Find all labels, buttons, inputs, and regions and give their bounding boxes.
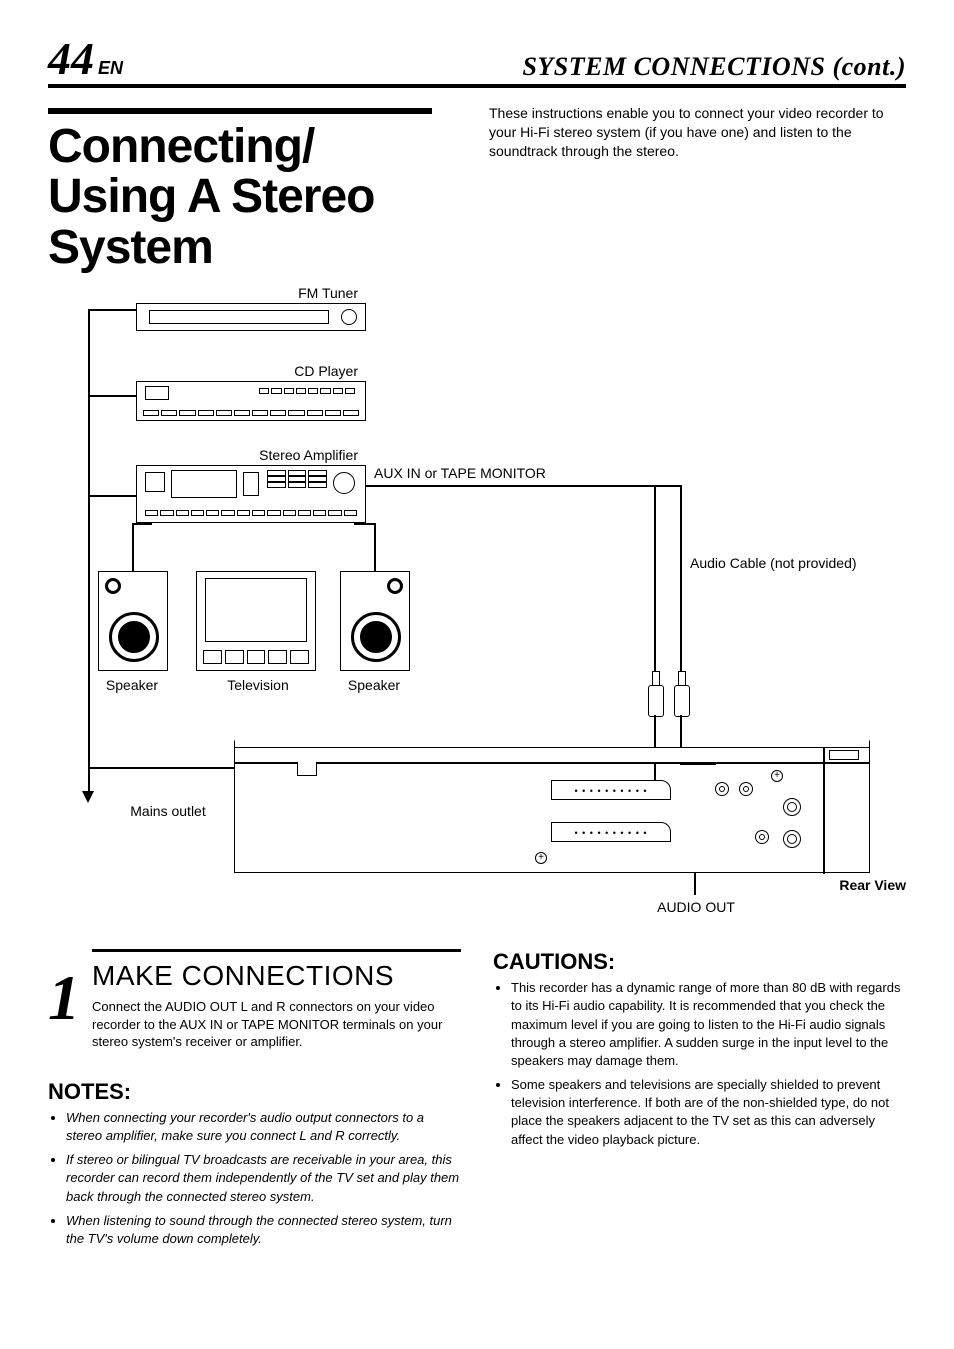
wire xyxy=(132,523,134,571)
wire xyxy=(88,309,138,311)
step-number: 1 xyxy=(48,969,80,1051)
cautions-heading: CAUTIONS: xyxy=(493,949,906,975)
col-right: CAUTIONS: This recorder has a dynamic ra… xyxy=(493,949,906,1254)
label-audio-out: AUDIO OUT xyxy=(636,899,756,915)
device-fm-tuner xyxy=(136,303,366,331)
main-title: Connecting/ Using A Stereo System xyxy=(48,122,465,273)
wire-aux xyxy=(366,485,656,487)
page-header: 44EN SYSTEM CONNECTIONS (cont.) xyxy=(48,36,906,88)
label-television: Television xyxy=(208,677,308,693)
section-title: SYSTEM CONNECTIONS (cont.) xyxy=(522,52,906,82)
title-rule xyxy=(48,108,432,114)
audio-out-jack-l xyxy=(715,782,729,796)
wire xyxy=(654,485,656,671)
wire xyxy=(354,523,374,525)
notes-item: When connecting your recorder's audio ou… xyxy=(66,1109,461,1145)
wire xyxy=(694,873,696,895)
label-stereo-amplifier: Stereo Amplifier xyxy=(228,447,358,463)
label-mains-outlet: Mains outlet xyxy=(108,803,228,819)
scart-2 xyxy=(551,822,671,842)
scart-1 xyxy=(551,780,671,800)
label-speaker-right: Speaker xyxy=(334,677,414,693)
notes-item: If stereo or bilingual TV broadcasts are… xyxy=(66,1151,461,1206)
rca-plug-right xyxy=(674,671,688,715)
step-body-text: Connect the AUDIO OUT L and R connectors… xyxy=(92,998,461,1051)
speaker-right xyxy=(340,571,410,671)
col-left: 1 MAKE CONNECTIONS Connect the AUDIO OUT… xyxy=(48,949,461,1254)
device-stereo-amplifier xyxy=(136,465,366,523)
wire xyxy=(88,495,138,497)
intro-text: These instructions enable you to connect… xyxy=(489,104,906,285)
wire xyxy=(132,523,152,525)
step-rule xyxy=(92,949,461,952)
wire xyxy=(654,485,682,487)
connection-diagram: FM Tuner CD Player Stereo Amplifier xyxy=(48,285,906,925)
cautions-item: Some speakers and televisions are specia… xyxy=(511,1076,906,1149)
cautions-item: This recorder has a dynamic range of mor… xyxy=(511,979,906,1070)
wire xyxy=(654,763,656,781)
wire xyxy=(680,763,716,765)
wire-mains xyxy=(88,309,90,791)
step-title: MAKE CONNECTIONS xyxy=(92,960,461,992)
label-fm-tuner: FM Tuner xyxy=(248,285,358,301)
vcr-top-rail xyxy=(234,747,870,763)
page-number-block: 44EN xyxy=(48,36,123,82)
television xyxy=(196,571,316,671)
jack xyxy=(783,798,801,816)
label-rear-view: Rear View xyxy=(839,877,906,893)
wire xyxy=(88,767,236,769)
rca-plug-left xyxy=(648,671,662,715)
arrow-mains xyxy=(82,791,94,803)
wire xyxy=(374,523,376,571)
wire xyxy=(88,395,138,397)
device-cd-player xyxy=(136,381,366,421)
cautions-list: This recorder has a dynamic range of mor… xyxy=(493,979,906,1149)
audio-out-jack-r xyxy=(739,782,753,796)
notes-item: When listening to sound through the conn… xyxy=(66,1212,461,1248)
notes-list: When connecting your recorder's audio ou… xyxy=(48,1109,461,1248)
speaker-left xyxy=(98,571,168,671)
notes-heading: NOTES: xyxy=(48,1079,461,1105)
page-number: 44 xyxy=(48,33,94,84)
label-speaker-left: Speaker xyxy=(92,677,172,693)
wire xyxy=(680,485,682,671)
jack xyxy=(755,830,769,844)
vcr-rear-body xyxy=(234,763,870,873)
jack xyxy=(783,830,801,848)
page-lang: EN xyxy=(98,58,123,78)
label-audio-cable: Audio Cable (not provided) xyxy=(690,555,890,571)
label-cd-player: CD Player xyxy=(248,363,358,379)
label-aux-in: AUX IN or TAPE MONITOR xyxy=(374,465,574,481)
